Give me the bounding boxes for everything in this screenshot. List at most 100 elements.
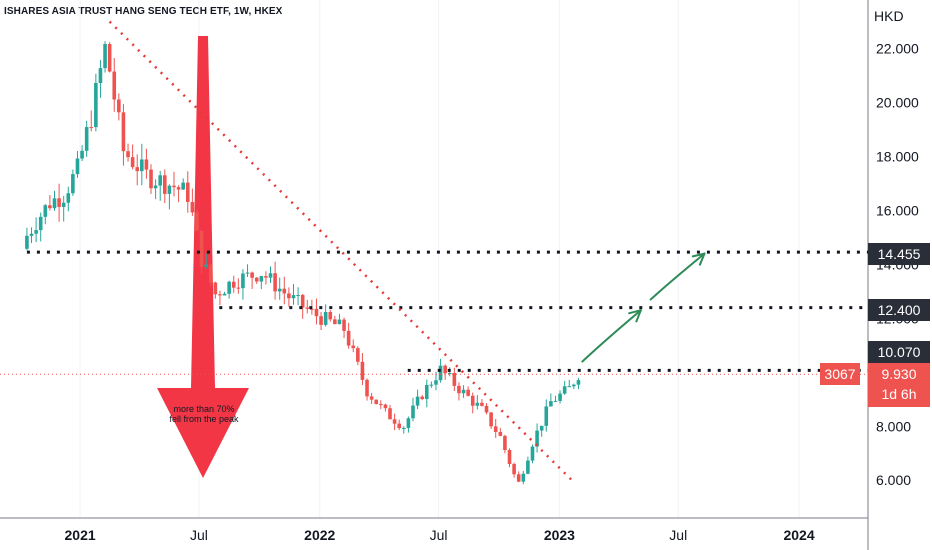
candle-body [493,426,498,432]
candle-body [204,264,208,268]
candle-body [277,288,282,292]
candle-body [457,385,461,394]
x-tick-label: Jul [430,527,448,543]
candle-body [512,463,516,475]
candle-body [461,389,466,394]
candle-body [34,230,38,234]
drop-annotation: more than 70% fell from the peak [162,404,246,424]
candle-body [52,198,57,209]
candle-body [66,193,71,203]
candle-body [530,446,535,461]
level-tag-10070[interactable]: 10.070 [868,341,930,363]
y-tick-label: 22.000 [876,41,919,57]
candle-body [549,401,553,407]
y-tick-label: 6.000 [876,472,911,488]
candle-body [29,233,34,236]
level-tag-12400[interactable]: 12.400 [868,299,930,321]
candle-body [236,287,241,289]
candle-body [213,282,218,295]
candle-body [328,311,333,320]
annotation-line-1: more than 70% [173,404,235,414]
chart-title: ISHARES ASIA TRUST HANG SENG TECH ETF, 1… [4,6,283,17]
candle-body [562,386,567,394]
candle-body [411,405,415,419]
projection-arrow [581,309,642,363]
candle-body [268,273,273,278]
level-tag-14455[interactable]: 14.455 [868,243,930,265]
candle-body [401,427,406,429]
drawings-layer [0,20,868,482]
candle-body [466,389,470,396]
candle-body [208,264,213,283]
candle-body [406,418,411,428]
candle-body [218,294,222,296]
candle-body [360,361,365,380]
candle-body [507,450,512,464]
candle-body [273,273,277,292]
candle-body [48,205,52,209]
candle-body [222,293,227,296]
candle-body [434,380,438,385]
last-price-value: 9.930 [881,366,917,382]
candle-body [535,430,539,447]
candle-body [107,44,112,72]
candle-body [503,435,507,451]
candle-body [438,365,443,381]
candle-body [521,473,526,482]
candle-body [167,185,172,194]
candle-body [185,182,190,202]
candle-body [342,319,346,331]
candle-body [323,311,328,325]
candle-body [199,230,204,268]
candle-body [388,408,392,420]
candle-body [181,182,185,190]
candle-body [158,175,163,186]
candle-body [475,402,480,406]
candle-body [314,308,319,317]
candle-body [287,293,291,299]
candle-body [172,185,176,188]
x-tick-label: 2023 [544,527,575,543]
candle-body [310,308,314,310]
candle-body [356,348,360,362]
candle-body [245,272,250,274]
candle-body [84,127,89,151]
candle-body [447,372,452,374]
y-tick-label: 20.000 [876,95,919,111]
candle-body [346,330,351,346]
candle-body [75,158,80,175]
candle-body [498,431,503,436]
currency-label: HKD [874,8,904,24]
candle-body [153,185,158,189]
candle-body [250,272,254,278]
candle-body [319,316,323,325]
last-price-tag[interactable]: 9.930 1d 6h [868,363,930,407]
candle-body [144,159,149,170]
candle-body [369,396,374,400]
candle-body [415,396,420,406]
candle-body [61,202,66,207]
projection-arrow-head [698,252,706,266]
candle-body [544,406,549,426]
candle-body [149,169,153,189]
candle-body [572,384,576,387]
y-tick-label: 18.000 [876,148,919,164]
candle-body [300,294,305,308]
candle-body [576,380,581,385]
x-tick-label: 2021 [65,527,96,543]
candle-body [80,150,84,159]
candle-body [103,44,107,69]
candle-body [94,82,98,128]
candle-body [553,400,558,402]
candle-body [296,294,300,296]
candle-body [452,372,457,386]
candle-body [539,425,544,431]
projection-arrow-head [691,252,706,258]
candle-body [264,276,268,278]
candle-body [195,212,199,231]
candle-body [291,295,296,299]
candle-body [126,151,130,158]
candles-layer [25,41,581,485]
